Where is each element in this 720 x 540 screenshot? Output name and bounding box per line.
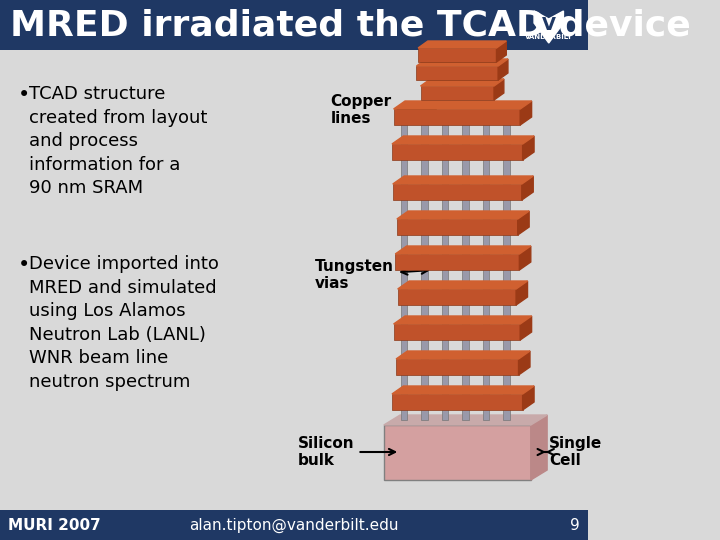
Text: Copper
lines: Copper lines — [330, 94, 436, 126]
Polygon shape — [497, 41, 506, 62]
Text: Tungsten
vias: Tungsten vias — [315, 259, 428, 291]
FancyBboxPatch shape — [420, 86, 494, 100]
FancyBboxPatch shape — [482, 110, 489, 420]
Polygon shape — [392, 136, 534, 144]
FancyBboxPatch shape — [393, 184, 522, 200]
FancyBboxPatch shape — [421, 110, 428, 420]
FancyBboxPatch shape — [394, 109, 520, 125]
Polygon shape — [397, 281, 528, 289]
Polygon shape — [518, 211, 529, 235]
Polygon shape — [418, 41, 506, 48]
Polygon shape — [392, 386, 534, 394]
Polygon shape — [384, 415, 547, 425]
FancyBboxPatch shape — [397, 289, 516, 305]
FancyBboxPatch shape — [397, 219, 518, 235]
FancyBboxPatch shape — [503, 110, 510, 420]
Text: Silicon
bulk: Silicon bulk — [298, 436, 395, 468]
Text: •: • — [18, 85, 30, 105]
Polygon shape — [394, 316, 531, 324]
FancyBboxPatch shape — [0, 0, 588, 50]
Polygon shape — [498, 59, 508, 80]
FancyBboxPatch shape — [416, 66, 498, 80]
Text: •: • — [18, 255, 30, 275]
FancyBboxPatch shape — [384, 425, 531, 480]
Polygon shape — [393, 176, 534, 184]
FancyBboxPatch shape — [392, 144, 523, 160]
Text: V: V — [542, 16, 556, 34]
FancyBboxPatch shape — [392, 394, 523, 410]
Text: MRED irradiated the TCAD device: MRED irradiated the TCAD device — [10, 8, 690, 42]
FancyBboxPatch shape — [462, 110, 469, 420]
Polygon shape — [520, 101, 531, 125]
Polygon shape — [519, 246, 531, 270]
Polygon shape — [520, 316, 531, 340]
FancyBboxPatch shape — [396, 359, 518, 375]
Polygon shape — [523, 136, 534, 160]
Polygon shape — [531, 415, 547, 480]
Polygon shape — [518, 351, 530, 375]
Text: VANDERBILT: VANDERBILT — [525, 34, 572, 40]
Text: MURI 2007: MURI 2007 — [8, 517, 101, 532]
Polygon shape — [534, 11, 564, 43]
Polygon shape — [516, 281, 528, 305]
Polygon shape — [523, 386, 534, 410]
Polygon shape — [396, 351, 530, 359]
FancyBboxPatch shape — [418, 48, 497, 62]
Polygon shape — [420, 79, 504, 86]
FancyBboxPatch shape — [0, 510, 588, 540]
Polygon shape — [522, 176, 534, 200]
Text: Single
Cell: Single Cell — [538, 436, 602, 468]
Polygon shape — [494, 79, 504, 100]
Text: TCAD structure
created from layout
and process
information for a
90 nm SRAM: TCAD structure created from layout and p… — [30, 85, 208, 198]
FancyBboxPatch shape — [442, 110, 449, 420]
Polygon shape — [416, 59, 508, 66]
FancyBboxPatch shape — [394, 324, 520, 340]
Polygon shape — [395, 246, 531, 254]
FancyBboxPatch shape — [395, 254, 519, 270]
Text: Device imported into
MRED and simulated
using Los Alamos
Neutron Lab (LANL)
WNR : Device imported into MRED and simulated … — [30, 255, 220, 391]
Text: alan.tipton@vanderbilt.edu: alan.tipton@vanderbilt.edu — [189, 517, 399, 532]
Polygon shape — [394, 101, 531, 109]
Polygon shape — [397, 211, 529, 219]
Text: 9: 9 — [570, 517, 580, 532]
FancyBboxPatch shape — [401, 110, 408, 420]
